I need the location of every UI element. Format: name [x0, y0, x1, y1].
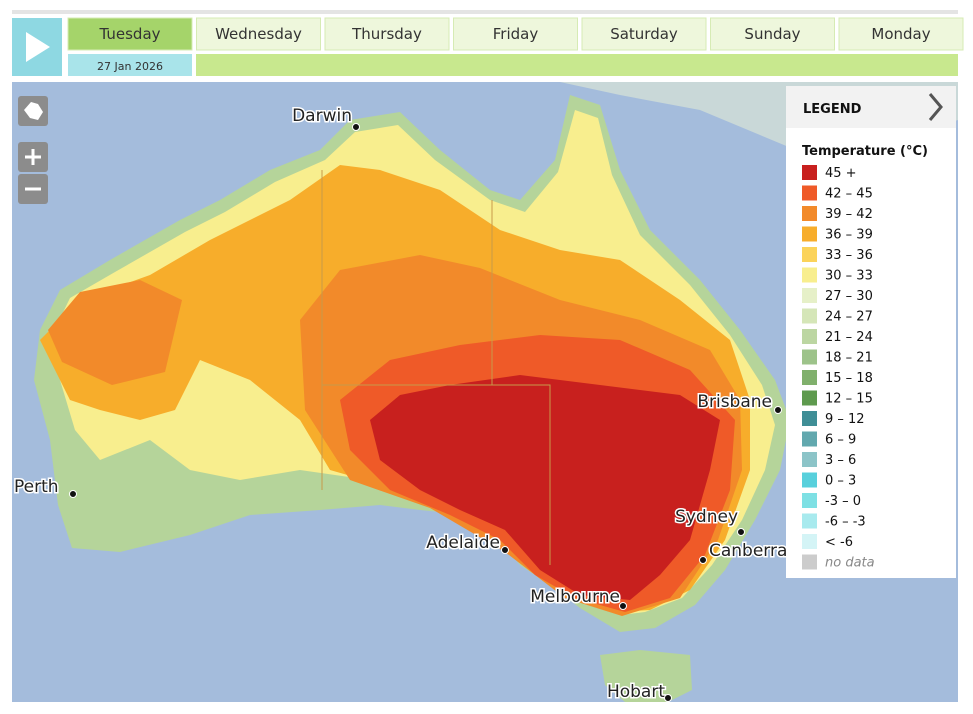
- timeline-bar[interactable]: [196, 54, 958, 76]
- tasmania: [600, 650, 692, 702]
- legend-swatch: [802, 431, 817, 447]
- city-label: Darwin: [292, 106, 352, 126]
- legend-swatch: [802, 349, 817, 365]
- day-tab[interactable]: [710, 17, 835, 51]
- legend-header[interactable]: [786, 86, 956, 128]
- city-label: Adelaide: [426, 533, 500, 553]
- home-icon: [24, 102, 43, 120]
- legend-label: 36 – 39: [825, 228, 873, 243]
- plus-icon: [25, 149, 41, 165]
- day-label: Wednesday: [215, 25, 302, 43]
- legend-title: Temperature (°C): [802, 144, 928, 159]
- play-icon: [26, 32, 50, 62]
- day-label: Friday: [493, 25, 539, 43]
- legend-heading: LEGEND: [803, 102, 862, 117]
- legend-swatch: [802, 513, 817, 529]
- legend-label: 15 – 18: [825, 371, 873, 386]
- legend-swatch: [802, 493, 817, 508]
- legend-label: 0 – 3: [825, 474, 856, 489]
- legend-label: -6 – -3: [825, 515, 866, 530]
- city-label: Sydney: [675, 507, 738, 527]
- legend-label: 12 – 15: [825, 392, 873, 407]
- legend-swatch: [802, 554, 817, 570]
- top-border: [12, 10, 958, 14]
- legend-label: 9 – 12: [825, 412, 865, 427]
- map-controls: [18, 96, 48, 204]
- legend-swatch: [802, 185, 817, 201]
- city-dot: [699, 556, 707, 564]
- state-border: [322, 384, 551, 565]
- legend-swatch: [802, 247, 817, 262]
- city-label: Perth: [14, 477, 59, 497]
- legend-swatch: [802, 267, 817, 283]
- legend-label: 3 – 6: [825, 453, 856, 468]
- legend-label: < -6: [825, 535, 853, 550]
- day-label: Tuesday: [98, 25, 160, 43]
- city-dot: [774, 406, 782, 414]
- map[interactable]: Darwin Brisbane Perth Adelaide Sydney Canberr…: [12, 82, 958, 704]
- day-tab[interactable]: [324, 17, 450, 51]
- legend-swatch: [802, 411, 817, 426]
- legend-label: 21 – 24: [825, 330, 873, 345]
- legend-label: 45 +: [825, 166, 857, 181]
- legend-label: 27 – 30: [825, 289, 873, 304]
- city-dot: [664, 694, 672, 702]
- legend-label: no data: [825, 556, 875, 571]
- day-tab[interactable]: [838, 17, 964, 51]
- legend-label: 30 – 33: [825, 269, 873, 284]
- legend-swatch: [802, 329, 817, 344]
- legend-label: 33 – 36: [825, 248, 873, 263]
- legend-swatch: [802, 165, 817, 180]
- legend-swatch: [802, 226, 817, 242]
- legend-swatch: [802, 308, 817, 324]
- legend-swatch: [802, 206, 817, 221]
- legend-label: 39 – 42: [825, 207, 873, 222]
- legend-swatch: [802, 288, 817, 303]
- day-tab[interactable]: [67, 17, 193, 51]
- day-label: Thursday: [351, 25, 422, 43]
- day-tab[interactable]: [196, 17, 321, 51]
- legend-swatch: [802, 370, 817, 385]
- day-label: Sunday: [744, 25, 800, 43]
- day-label: Saturday: [610, 25, 678, 43]
- city-label: Hobart: [607, 682, 665, 702]
- city-label: Melbourne: [530, 587, 620, 607]
- legend-chevron[interactable]: [928, 93, 943, 121]
- city-dot: [352, 123, 360, 131]
- legend-label: 18 – 21: [825, 351, 873, 366]
- legend-swatch: [802, 452, 817, 467]
- temp-39-42-west: [48, 280, 182, 385]
- legend-panel: LEGEND Temperature (°C) 45 + 42 – 45 39 – …: [786, 86, 956, 578]
- city-label: Brisbane: [697, 392, 772, 412]
- legend-label: 24 – 27: [825, 310, 873, 325]
- legend-label: 6 – 9: [825, 433, 856, 448]
- legend-swatch: [802, 534, 817, 549]
- date-box: [68, 54, 192, 76]
- day-tab[interactable]: [453, 17, 578, 51]
- temp-45-plus: [370, 375, 720, 600]
- legend-swatch: [802, 390, 817, 406]
- day-label: Monday: [871, 25, 930, 43]
- city-dot: [501, 546, 509, 554]
- legend-label: -3 – 0: [825, 494, 861, 509]
- city-dot: [69, 490, 77, 498]
- bottom-margin: [12, 702, 958, 714]
- legend-label: 42 – 45: [825, 187, 873, 202]
- day-tab[interactable]: [581, 17, 707, 51]
- city-dot: [619, 602, 627, 610]
- date-label: 27 Jan 2026: [97, 60, 163, 73]
- city-dot: [737, 528, 745, 536]
- legend-swatch: [802, 472, 817, 488]
- city-label: Canberra: [709, 541, 787, 561]
